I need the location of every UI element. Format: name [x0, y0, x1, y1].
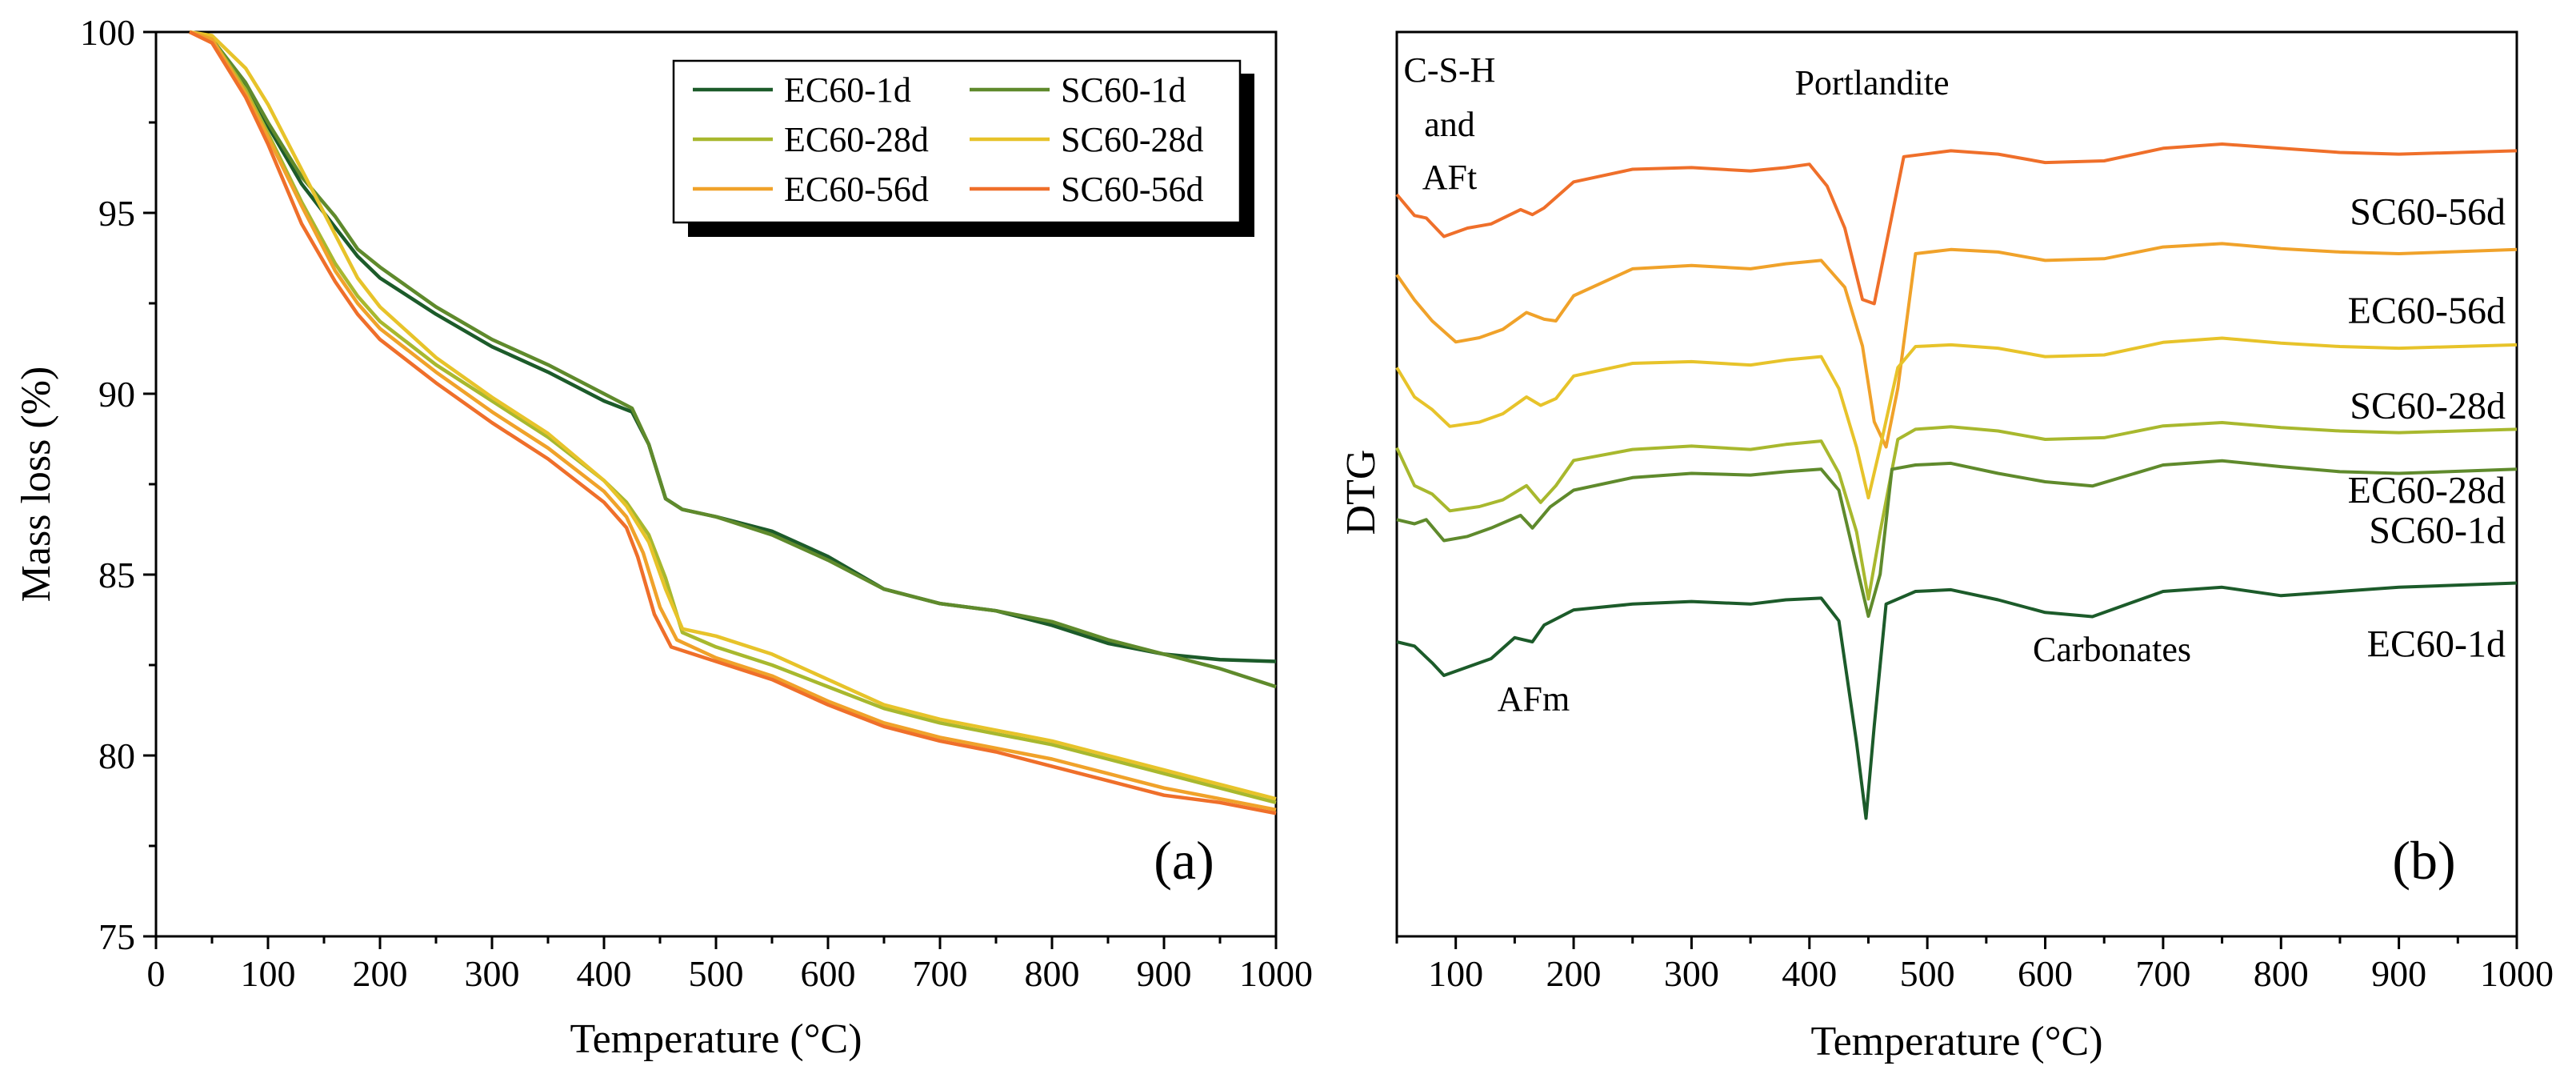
panel-b-series-line-sc60-1d [1396, 459, 2518, 618]
legend-label: EC60-1d [784, 70, 911, 110]
panel-b-x-tick-label: 600 [2018, 953, 2073, 994]
panel-b-series-line-sc60-56d [1395, 142, 2518, 306]
legend-label: SC60-28d [1061, 120, 1203, 159]
panel-b: 100 200 300 400 500 600 700 800 900 1000 SC60-56d… [1338, 30, 2554, 1064]
panel-a-y-axis-title: Mass loss (%) [14, 367, 59, 603]
panel-a-x-tick-label: 700 [913, 953, 968, 994]
panel-a-x-tick-label: 400 [577, 953, 632, 994]
panel-a-x-ticks: 0 100 200 300 400 500 600 700 800 900 1000 [147, 936, 1313, 994]
panel-b-series-label: SC60-28d [2350, 385, 2506, 427]
annotation-portlandite: Portlandite [1794, 63, 1949, 102]
panel-b-x-tick-label: 100 [1428, 953, 1483, 994]
legend-label: SC60-1d [1061, 70, 1186, 110]
panel-b-x-tick-label: 300 [1664, 953, 1719, 994]
panel-b-series-label: EC60-56d [2348, 290, 2506, 332]
panel-a-label: (a) [1154, 830, 1214, 891]
panel-b-x-tick-label: 1000 [2480, 953, 2554, 994]
panel-b-y-axis-title: DTG [1338, 450, 1384, 535]
panel-b-series-line-ec60-1d [1396, 581, 2518, 820]
panel-a-series-group [189, 30, 1277, 816]
panel-a-x-tick-label: 800 [1025, 953, 1080, 994]
panel-b-series-line-ec60-28d [1395, 421, 2518, 601]
panel-a-series-line-sc60-56d [189, 30, 1277, 816]
panel-a-x-axis-title: Temperature (°C) [570, 1016, 862, 1062]
panel-a-series-line-ec60-56d [189, 30, 1277, 812]
panel-a-series-line-ec60-28d [189, 30, 1277, 804]
panel-b-x-tick-label: 500 [1900, 953, 1955, 994]
panel-b-series-label: EC60-1d [2367, 623, 2506, 666]
legend-label: EC60-28d [784, 120, 929, 159]
panel-b-x-tick-label: 900 [2371, 953, 2426, 994]
panel-a-x-tick-label: 500 [689, 953, 744, 994]
panel-b-x-tick-label: 400 [1782, 953, 1837, 994]
panel-b-series-label: SC60-56d [2350, 190, 2506, 233]
panel-b-x-tick-label: 700 [2135, 953, 2190, 994]
panel-a-x-tick-label: 300 [465, 953, 520, 994]
panel-a-y-tick-label: 95 [98, 193, 135, 234]
panel-a-x-tick-label: 100 [241, 953, 296, 994]
legend-label: EC60-56d [784, 170, 929, 209]
panel-a-y-ticks: 75 80 85 90 95 100 [80, 12, 156, 957]
panel-b-series-group [1395, 142, 2518, 820]
panel-a-legend: EC60-1d SC60-1d EC60-28d SC60-28d EC60-56d SC… [672, 59, 1254, 237]
panel-a-y-tick-label: 80 [98, 735, 135, 776]
panel-b-x-tick-label: 800 [2254, 953, 2309, 994]
annotation-aft: AFt [1422, 158, 1477, 197]
legend-label: SC60-56d [1061, 170, 1203, 209]
legend-items: EC60-1d SC60-1d EC60-28d SC60-28d EC60-56d SC… [693, 70, 1203, 209]
panel-a-series-line-sc60-28d [189, 30, 1277, 801]
panel-a-y-tick-label: 90 [98, 374, 135, 415]
annotation-and: and [1424, 105, 1475, 144]
panel-b-series-label: EC60-28d [2348, 469, 2506, 511]
panel-b-x-axis-title: Temperature (°C) [1810, 1019, 2102, 1064]
panel-b-label: (b) [2392, 830, 2455, 891]
panel-b-x-ticks: 100 200 300 400 500 600 700 800 900 1000 [1395, 936, 2554, 994]
panel-a-x-tick-label: 600 [801, 953, 856, 994]
panel-b-series-label: SC60-1d [2369, 509, 2506, 551]
legend-box [672, 59, 1242, 224]
panel-a-x-tick-label: 1000 [1239, 953, 1313, 994]
panel-a-y-tick-label: 75 [98, 916, 135, 957]
annotation-csh: C-S-H [1404, 50, 1496, 90]
panel-a: 0 100 200 300 400 500 600 700 800 900 1000 75 80 85 9… [14, 12, 1313, 1062]
annotation-carbonates: Carbonates [2033, 630, 2191, 669]
panel-a-y-tick-label: 100 [80, 12, 135, 53]
panel-b-plot-frame [1395, 30, 2518, 938]
panel-a-x-tick-label: 0 [147, 953, 166, 994]
panel-b-series-line-ec60-56d [1395, 242, 2518, 449]
panel-b-x-tick-label: 200 [1546, 953, 1602, 994]
panel-a-x-tick-label: 900 [1137, 953, 1192, 994]
panel-a-x-tick-label: 200 [353, 953, 408, 994]
panel-a-y-tick-label: 85 [98, 555, 135, 595]
panel-b-series-line-sc60-28d [1395, 336, 2518, 499]
annotation-afm: AFm [1498, 679, 1570, 719]
